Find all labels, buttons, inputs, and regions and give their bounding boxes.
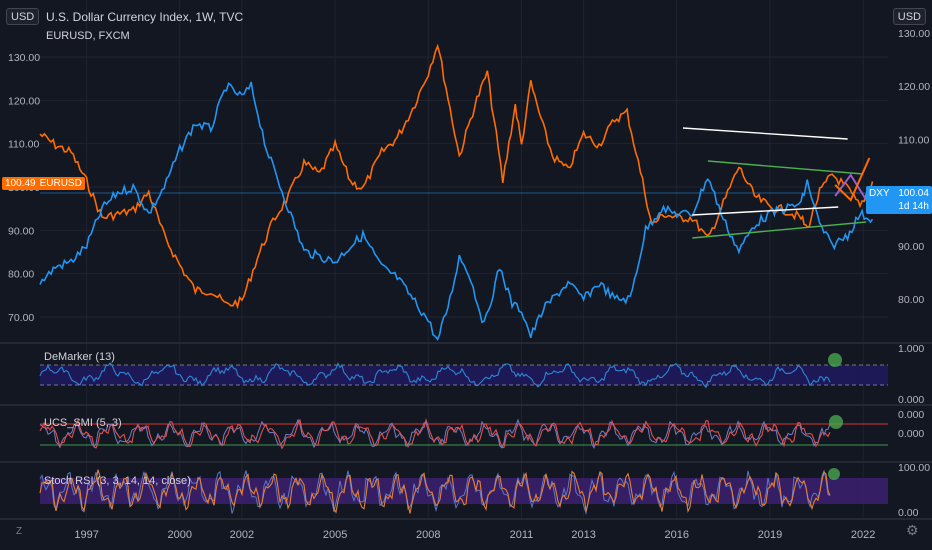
left-scale-unit-badge[interactable]: USD: [6, 8, 40, 25]
x-axis: 1997 2000 2002 2005 2008 2011 2013 2016 2019 2022: [74, 529, 875, 541]
z-icon[interactable]: Z: [16, 526, 23, 537]
x-tick-label: 2005: [323, 529, 347, 541]
demarker-band: [40, 365, 888, 385]
pane-separators: [0, 192, 932, 520]
demarker-pane-title[interactable]: DeMarker (13): [44, 351, 115, 363]
eurusd-projection-path: [834, 157, 871, 202]
compare-series-legend[interactable]: EURUSD, FXCM: [46, 30, 130, 42]
smi-line: [39, 418, 831, 450]
y-right-tick-label: 110.00: [898, 134, 929, 146]
y-right-tick-label: 80.00: [898, 294, 924, 306]
y-left-tick-label: 110.00: [8, 139, 39, 151]
indicator-lines[interactable]: [39, 362, 831, 516]
dxy-countdown: 1d 14h: [898, 201, 929, 212]
lower-green-trendline: [692, 221, 867, 239]
indicator-tick-label: 0.000: [898, 428, 924, 440]
indicator-tick-label: 100.00: [898, 462, 930, 474]
stoch-rsi-k-line: [39, 469, 831, 514]
eurusd-line: [39, 43, 874, 310]
x-tick-label: 2019: [758, 529, 782, 541]
signal-marker: [828, 353, 842, 367]
signal-marker: [828, 468, 840, 480]
eurusd-price-tag: 100.49 EURUSD: [2, 177, 85, 190]
indicator-tick-label: 0.00: [898, 507, 919, 519]
y-left-tick-label: 120.00: [8, 95, 40, 107]
indicator-bands: [40, 364, 888, 504]
price-series[interactable]: [39, 43, 874, 341]
x-tick-label: 2000: [168, 529, 192, 541]
upper-green-trendline: [707, 160, 864, 175]
indicator-tick-label: 1.000: [898, 343, 924, 355]
ucs-smi-pane-title[interactable]: UCS_SMI (5, 3): [44, 417, 122, 429]
indicator-tick-label: 0.000: [898, 394, 924, 406]
upper-white-trendline: [682, 127, 848, 140]
gear-icon[interactable]: ⚙: [906, 522, 919, 538]
dxy-price: 100.04: [898, 188, 929, 199]
eurusd-ticker: EURUSD: [39, 178, 82, 189]
x-tick-label: 2022: [851, 529, 875, 541]
right-scale-unit-badge[interactable]: USD: [892, 8, 926, 25]
y-left-tick-label: 90.00: [8, 225, 34, 237]
x-tick-label: 2016: [665, 529, 689, 541]
x-tick-label: 2002: [230, 529, 254, 541]
y-right-tick-label: 90.00: [898, 241, 924, 253]
y-left-tick-label: 70.00: [8, 312, 34, 324]
x-tick-label: 2011: [510, 529, 534, 541]
eurusd-price: 100.49: [5, 178, 36, 189]
main-series-legend[interactable]: U.S. Dollar Currency Index, 1W, TVC: [46, 10, 244, 24]
indicator-markers: [828, 353, 843, 480]
x-tick-label: 1997: [74, 529, 98, 541]
demarker-line: [39, 362, 831, 389]
trendline-drawings[interactable]: [682, 127, 874, 239]
x-tick-label: 2008: [416, 529, 440, 541]
x-tick-label: 2013: [571, 529, 595, 541]
stoch-rsi-d-line: [39, 469, 831, 516]
y-right-tick-label: 130.00: [898, 28, 930, 40]
dxy-price-block: 100.04 1d 14h: [892, 187, 929, 213]
lower-white-trendline: [692, 206, 839, 216]
indicator-tick-label: 0.000: [898, 409, 924, 421]
y-left-tick-label: 80.00: [8, 269, 34, 281]
dxy-price-tag: DXY 100.04 1d 14h: [866, 186, 932, 214]
stoch-rsi-pane-title[interactable]: Stoch RSI (3, 3, 14, 14, close): [44, 475, 191, 487]
y-right-tick-label: 120.00: [898, 81, 930, 93]
dxy-line: [39, 81, 874, 341]
dxy-ticker: DXY: [869, 188, 890, 199]
y-left-tick-label: 130.00: [8, 52, 40, 64]
signal-marker: [829, 415, 843, 429]
